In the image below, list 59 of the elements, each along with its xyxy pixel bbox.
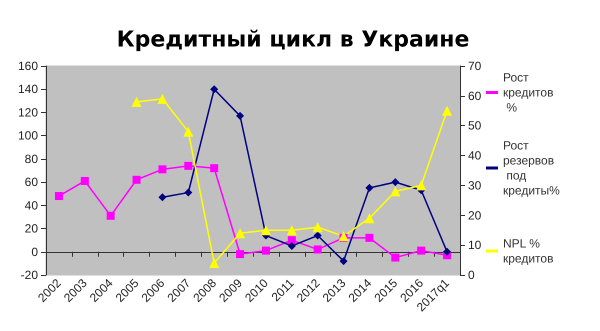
point xyxy=(338,231,349,242)
point xyxy=(391,178,400,186)
point xyxy=(158,193,166,202)
point xyxy=(288,242,296,250)
point xyxy=(236,112,244,120)
point xyxy=(365,234,374,242)
point xyxy=(132,96,142,107)
point xyxy=(391,254,400,262)
point xyxy=(184,188,192,197)
point xyxy=(314,245,322,254)
y2-tick-label: 20 xyxy=(468,208,482,222)
point xyxy=(132,176,141,184)
point xyxy=(158,165,166,174)
point xyxy=(210,164,218,172)
point xyxy=(288,236,296,244)
point xyxy=(262,246,270,255)
legend-label: Рост кредитов % xyxy=(503,70,554,114)
point xyxy=(80,176,89,185)
y2-tick-label: 60 xyxy=(468,88,482,103)
point xyxy=(209,258,220,268)
point xyxy=(314,232,322,240)
y2-tick-label: 70 xyxy=(468,59,482,73)
y-tick-label: 160 xyxy=(18,59,38,73)
point xyxy=(157,94,168,104)
y2-tick-label: 0 xyxy=(468,268,475,282)
point xyxy=(365,184,374,192)
point xyxy=(442,106,452,116)
y-tick-label: -20 xyxy=(20,268,38,282)
y-tick-label: 100 xyxy=(18,128,38,143)
point xyxy=(340,257,348,266)
point xyxy=(312,222,323,232)
point xyxy=(390,186,400,196)
point xyxy=(236,250,244,258)
y2-tick-label: 50 xyxy=(468,118,482,133)
point xyxy=(54,192,63,200)
point xyxy=(235,228,246,238)
point xyxy=(416,180,426,190)
y-tick-label: 120 xyxy=(18,105,38,120)
point xyxy=(260,225,271,236)
y-tick-label: 40 xyxy=(24,198,38,212)
y-tick-label: 140 xyxy=(18,82,38,96)
y-tick-label: 0 xyxy=(31,244,38,259)
legend-label: Рост резервов под кредиты% xyxy=(503,138,560,198)
point xyxy=(210,85,218,94)
point xyxy=(417,246,426,255)
point xyxy=(106,212,115,220)
legend-label: NPL % кредитов xyxy=(503,236,554,266)
point xyxy=(443,248,452,256)
y2-tick-label: 40 xyxy=(468,148,482,163)
y-tick-label: 80 xyxy=(24,152,38,166)
point xyxy=(364,213,374,224)
chart-title: Кредитный цикл в Украине xyxy=(116,28,470,52)
y2-tick-label: 30 xyxy=(468,178,482,192)
point xyxy=(286,225,297,236)
point xyxy=(184,162,192,170)
point xyxy=(183,126,194,137)
y-tick-label: 20 xyxy=(24,222,38,236)
y-tick-label: 60 xyxy=(24,175,38,190)
y2-tick-label: 10 xyxy=(468,238,482,252)
